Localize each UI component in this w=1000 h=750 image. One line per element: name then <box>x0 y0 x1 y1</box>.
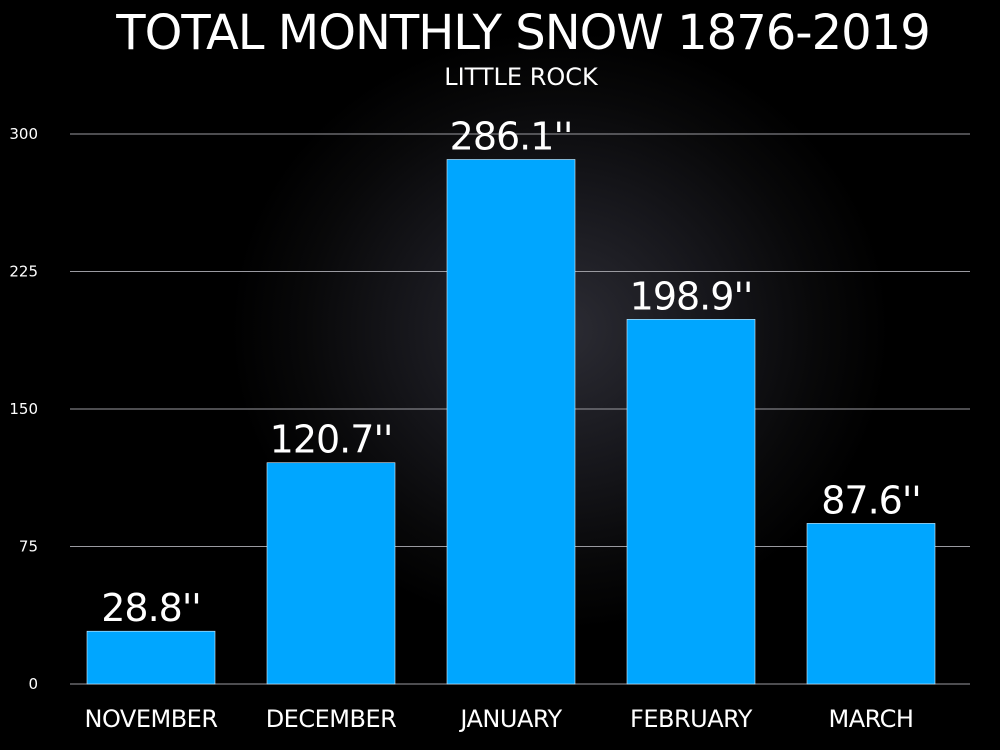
x-tick-label: FEBRUARY <box>630 705 753 733</box>
y-tick-label: 0 <box>28 675 38 693</box>
data-label: 198.9'' <box>630 274 753 318</box>
bar-december <box>266 462 396 685</box>
x-tick-label: DECEMBER <box>266 705 397 733</box>
x-axis-ticks: NOVEMBER DECEMBER JANUARY FEBRUARY MARCH <box>84 705 913 733</box>
data-label: 120.7'' <box>270 418 393 462</box>
bar-january <box>446 159 576 685</box>
y-tick-label: 225 <box>9 263 38 281</box>
data-label: 286.1'' <box>450 114 573 158</box>
y-tick-label: 75 <box>19 538 38 556</box>
data-labels: 28.8'' 120.7'' 286.1'' 198.9'' 87.6'' <box>101 114 922 630</box>
x-tick-label: JANUARY <box>458 705 562 733</box>
x-tick-label: NOVEMBER <box>84 705 217 733</box>
x-tick-label: MARCH <box>829 705 914 733</box>
bar-february <box>626 319 756 685</box>
data-label: 28.8'' <box>101 586 201 630</box>
chart-subtitle: LITTLE ROCK <box>444 63 599 91</box>
bars <box>86 159 936 685</box>
data-label: 87.6'' <box>821 478 921 522</box>
chart-title: TOTAL MONTHLY SNOW 1876-2019 <box>115 5 930 61</box>
bar-november <box>86 630 216 685</box>
y-axis-ticks: 0 75 150 225 300 <box>9 125 38 693</box>
y-tick-label: 300 <box>9 125 38 143</box>
bar-march <box>806 523 936 685</box>
y-tick-label: 150 <box>9 400 38 418</box>
